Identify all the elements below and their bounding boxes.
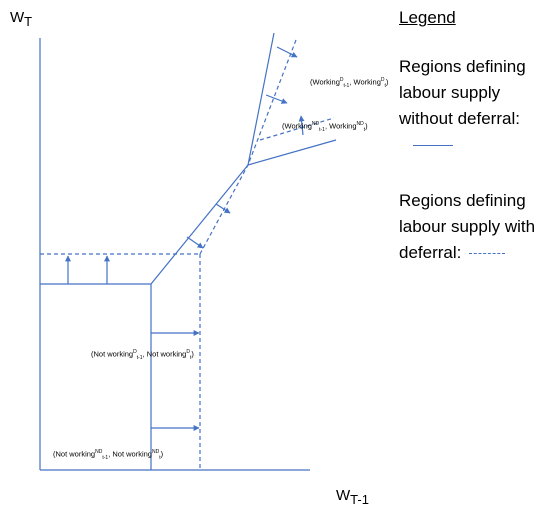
legend-entry-deferral: Regions defining labour supply with defe… [399, 191, 536, 262]
shift-arrow [186, 236, 204, 249]
y-axis-label: WT [10, 9, 33, 29]
legend: Legend Regions defining labour supply wi… [399, 8, 557, 296]
legend-entry-no-deferral: Regions defining labour supply without d… [399, 54, 557, 158]
dashed-line-swatch [469, 253, 506, 255]
region-label-working: (WorkingDt-1, WorkingDt) [310, 77, 389, 89]
x-axis-label: WT-1 [336, 487, 369, 507]
no-deferral-upper-branch [247, 139, 337, 166]
region-label-not-working: (Not workingDt-1, Not workingDt) [91, 349, 194, 361]
solid-line-swatch [413, 145, 453, 147]
shift-arrow [215, 203, 231, 214]
legend-title: Legend [399, 8, 456, 27]
no-deferral-boundary [40, 32, 275, 285]
deferral-upper-branch [259, 117, 335, 141]
region-label-not-working-nd: (Not workingNDt-1, Not workingNDt) [53, 449, 164, 461]
shift-arrow [276, 46, 298, 58]
shift-arrow [298, 115, 305, 136]
deferral-diagonal [199, 39, 297, 255]
shift-arrow [265, 94, 288, 104]
region-label-working-nd: (WorkingNDt-1, WorkingNDt) [282, 121, 368, 133]
